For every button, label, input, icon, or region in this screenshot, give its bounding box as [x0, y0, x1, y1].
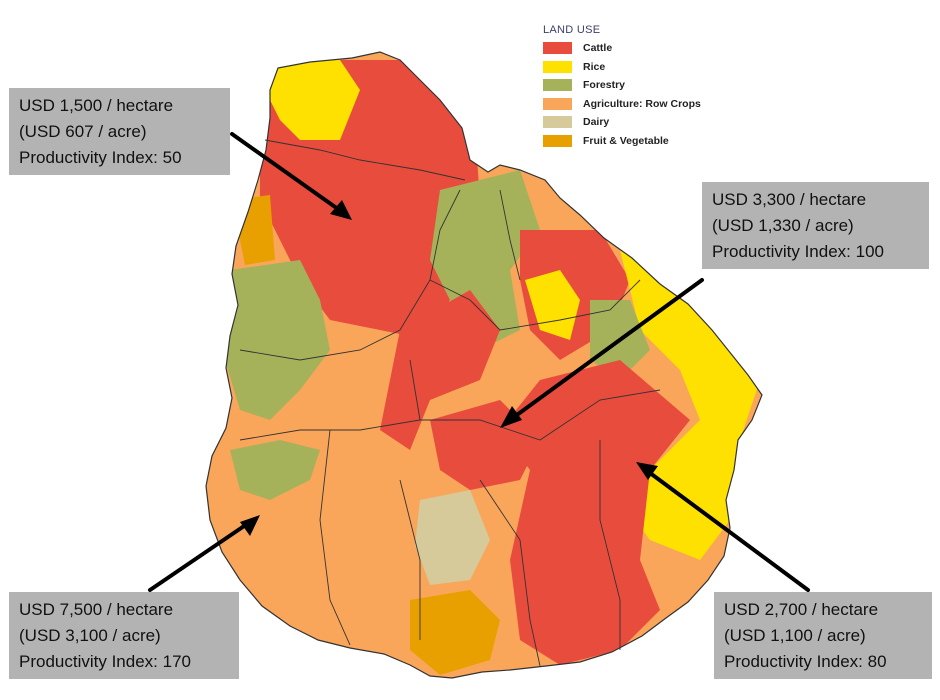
callout-arrows [148, 132, 810, 592]
arrow-center [508, 278, 704, 422]
arrow-north [230, 132, 347, 216]
callout-center-east: USD 3,300 / hectare (USD 1,330 / acre) P… [702, 182, 929, 269]
arrow-north-head [330, 200, 352, 220]
legend-item-cattle: Cattle [543, 39, 701, 58]
rice-region-center [525, 270, 580, 340]
callout-productivity-index: Productivity Index: 170 [19, 652, 191, 671]
map-legend: LAND USE Cattle Rice Forestry Agricultur… [543, 24, 701, 150]
callout-price-hectare: USD 7,500 / hectare [19, 600, 174, 619]
legend-label: Dairy [583, 116, 610, 129]
callout-price-hectare: USD 3,300 / hectare [712, 190, 867, 209]
legend-item-rice: Rice [543, 58, 701, 77]
callout-price-hectare: USD 1,500 / hectare [19, 96, 174, 115]
swatch-row-crops [543, 97, 572, 110]
legend-label: Forestry [583, 79, 626, 92]
cattle-region-southeast [500, 360, 690, 665]
legend-label: Agriculture: Row Crops [583, 97, 701, 110]
callout-southeast: USD 2,700 / hectare (USD 1,100 / acre) P… [714, 592, 932, 679]
swatch-forestry [543, 79, 572, 92]
legend-item-dairy: Dairy [543, 113, 701, 132]
callout-price-acre: (USD 607 / acre) [19, 122, 147, 141]
dairy-region-south [415, 490, 490, 585]
callout-productivity-index: Productivity Index: 80 [724, 652, 887, 671]
swatch-dairy [543, 116, 572, 129]
arrow-center-head [500, 406, 522, 428]
legend-label: Fruit & Vegetable [583, 134, 669, 147]
legend-item-row-crops: Agriculture: Row Crops [543, 95, 701, 114]
callout-price-acre: (USD 1,100 / acre) [724, 626, 866, 645]
country-outline [205, 51, 763, 679]
department-borders [239, 139, 661, 667]
legend-title: LAND USE [543, 24, 601, 36]
arrow-southeast [644, 468, 810, 592]
forestry-region-southwest [230, 440, 320, 500]
callout-productivity-index: Productivity Index: 100 [712, 242, 884, 261]
rice-region-north [265, 60, 360, 140]
callout-southwest: USD 7,500 / hectare (USD 3,100 / acre) P… [9, 592, 239, 679]
legend-item-forestry: Forestry [543, 76, 701, 95]
cattle-region-center [380, 290, 500, 450]
swatch-rice [543, 60, 572, 73]
callout-north: USD 1,500 / hectare (USD 607 / acre) Pro… [9, 88, 230, 175]
arrow-southeast-head [636, 462, 658, 480]
callout-productivity-index: Productivity Index: 50 [19, 148, 182, 167]
arrow-southwest-head [240, 515, 260, 536]
rice-region-east [620, 250, 760, 560]
legend-label: Cattle [583, 42, 613, 55]
swatch-cattle [543, 42, 572, 55]
legend-item-fruit-veg: Fruit & Vegetable [543, 132, 701, 151]
legend-label: Rice [583, 60, 606, 73]
callout-price-acre: (USD 1,330 / acre) [712, 216, 854, 235]
arrow-southwest [148, 520, 252, 592]
forestry-region-west [225, 260, 330, 420]
callout-price-hectare: USD 2,700 / hectare [724, 600, 879, 619]
fruit-veg-region-south [410, 590, 500, 675]
swatch-fruit-veg [543, 134, 572, 147]
callout-price-acre: (USD 3,100 / acre) [19, 626, 161, 645]
